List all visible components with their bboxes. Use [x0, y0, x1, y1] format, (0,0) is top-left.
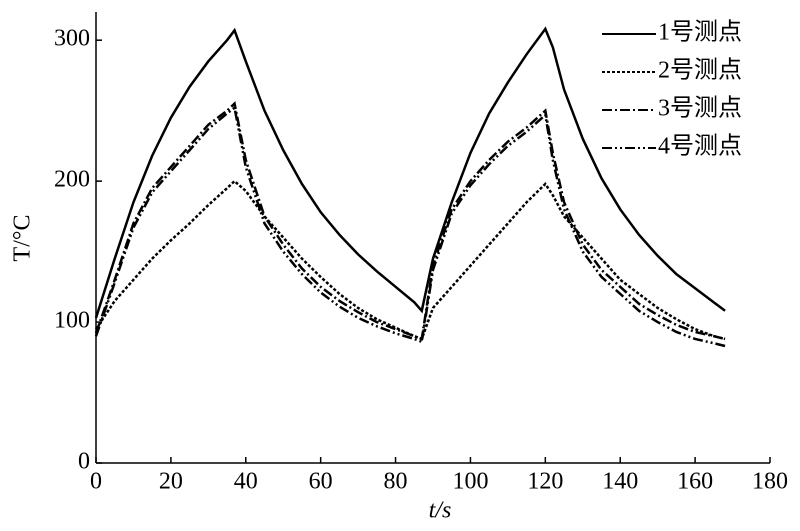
- series-line: [94, 101, 726, 341]
- legend-label: 1号测点: [658, 19, 742, 46]
- x-tick-label: 40: [234, 469, 258, 495]
- legend-label: 2号测点: [658, 57, 742, 84]
- y-tick-label: 0: [78, 449, 90, 475]
- y-tick-label: 200: [54, 167, 90, 193]
- series-line: [94, 179, 726, 341]
- x-tick-label: 80: [384, 469, 408, 495]
- x-tick-label: 160: [677, 469, 713, 495]
- x-tick-label: 100: [452, 469, 488, 495]
- series-line: [94, 105, 726, 348]
- legend-label: 4号测点: [658, 133, 742, 160]
- x-tick-label: 180: [752, 469, 788, 495]
- x-tick-label: 140: [602, 469, 638, 495]
- y-tick-label: 100: [54, 308, 90, 334]
- y-axis-label: T/°C: [10, 215, 36, 262]
- series-line: [94, 26, 726, 319]
- y-tick-label: 300: [54, 26, 90, 52]
- x-tick-label: 20: [159, 469, 183, 495]
- x-axis-label: t/s: [429, 498, 452, 524]
- x-tick-label: 60: [309, 469, 333, 495]
- x-tick-label: 120: [527, 469, 563, 495]
- legend-label: 3号测点: [658, 95, 742, 122]
- x-tick-label: 0: [90, 469, 102, 495]
